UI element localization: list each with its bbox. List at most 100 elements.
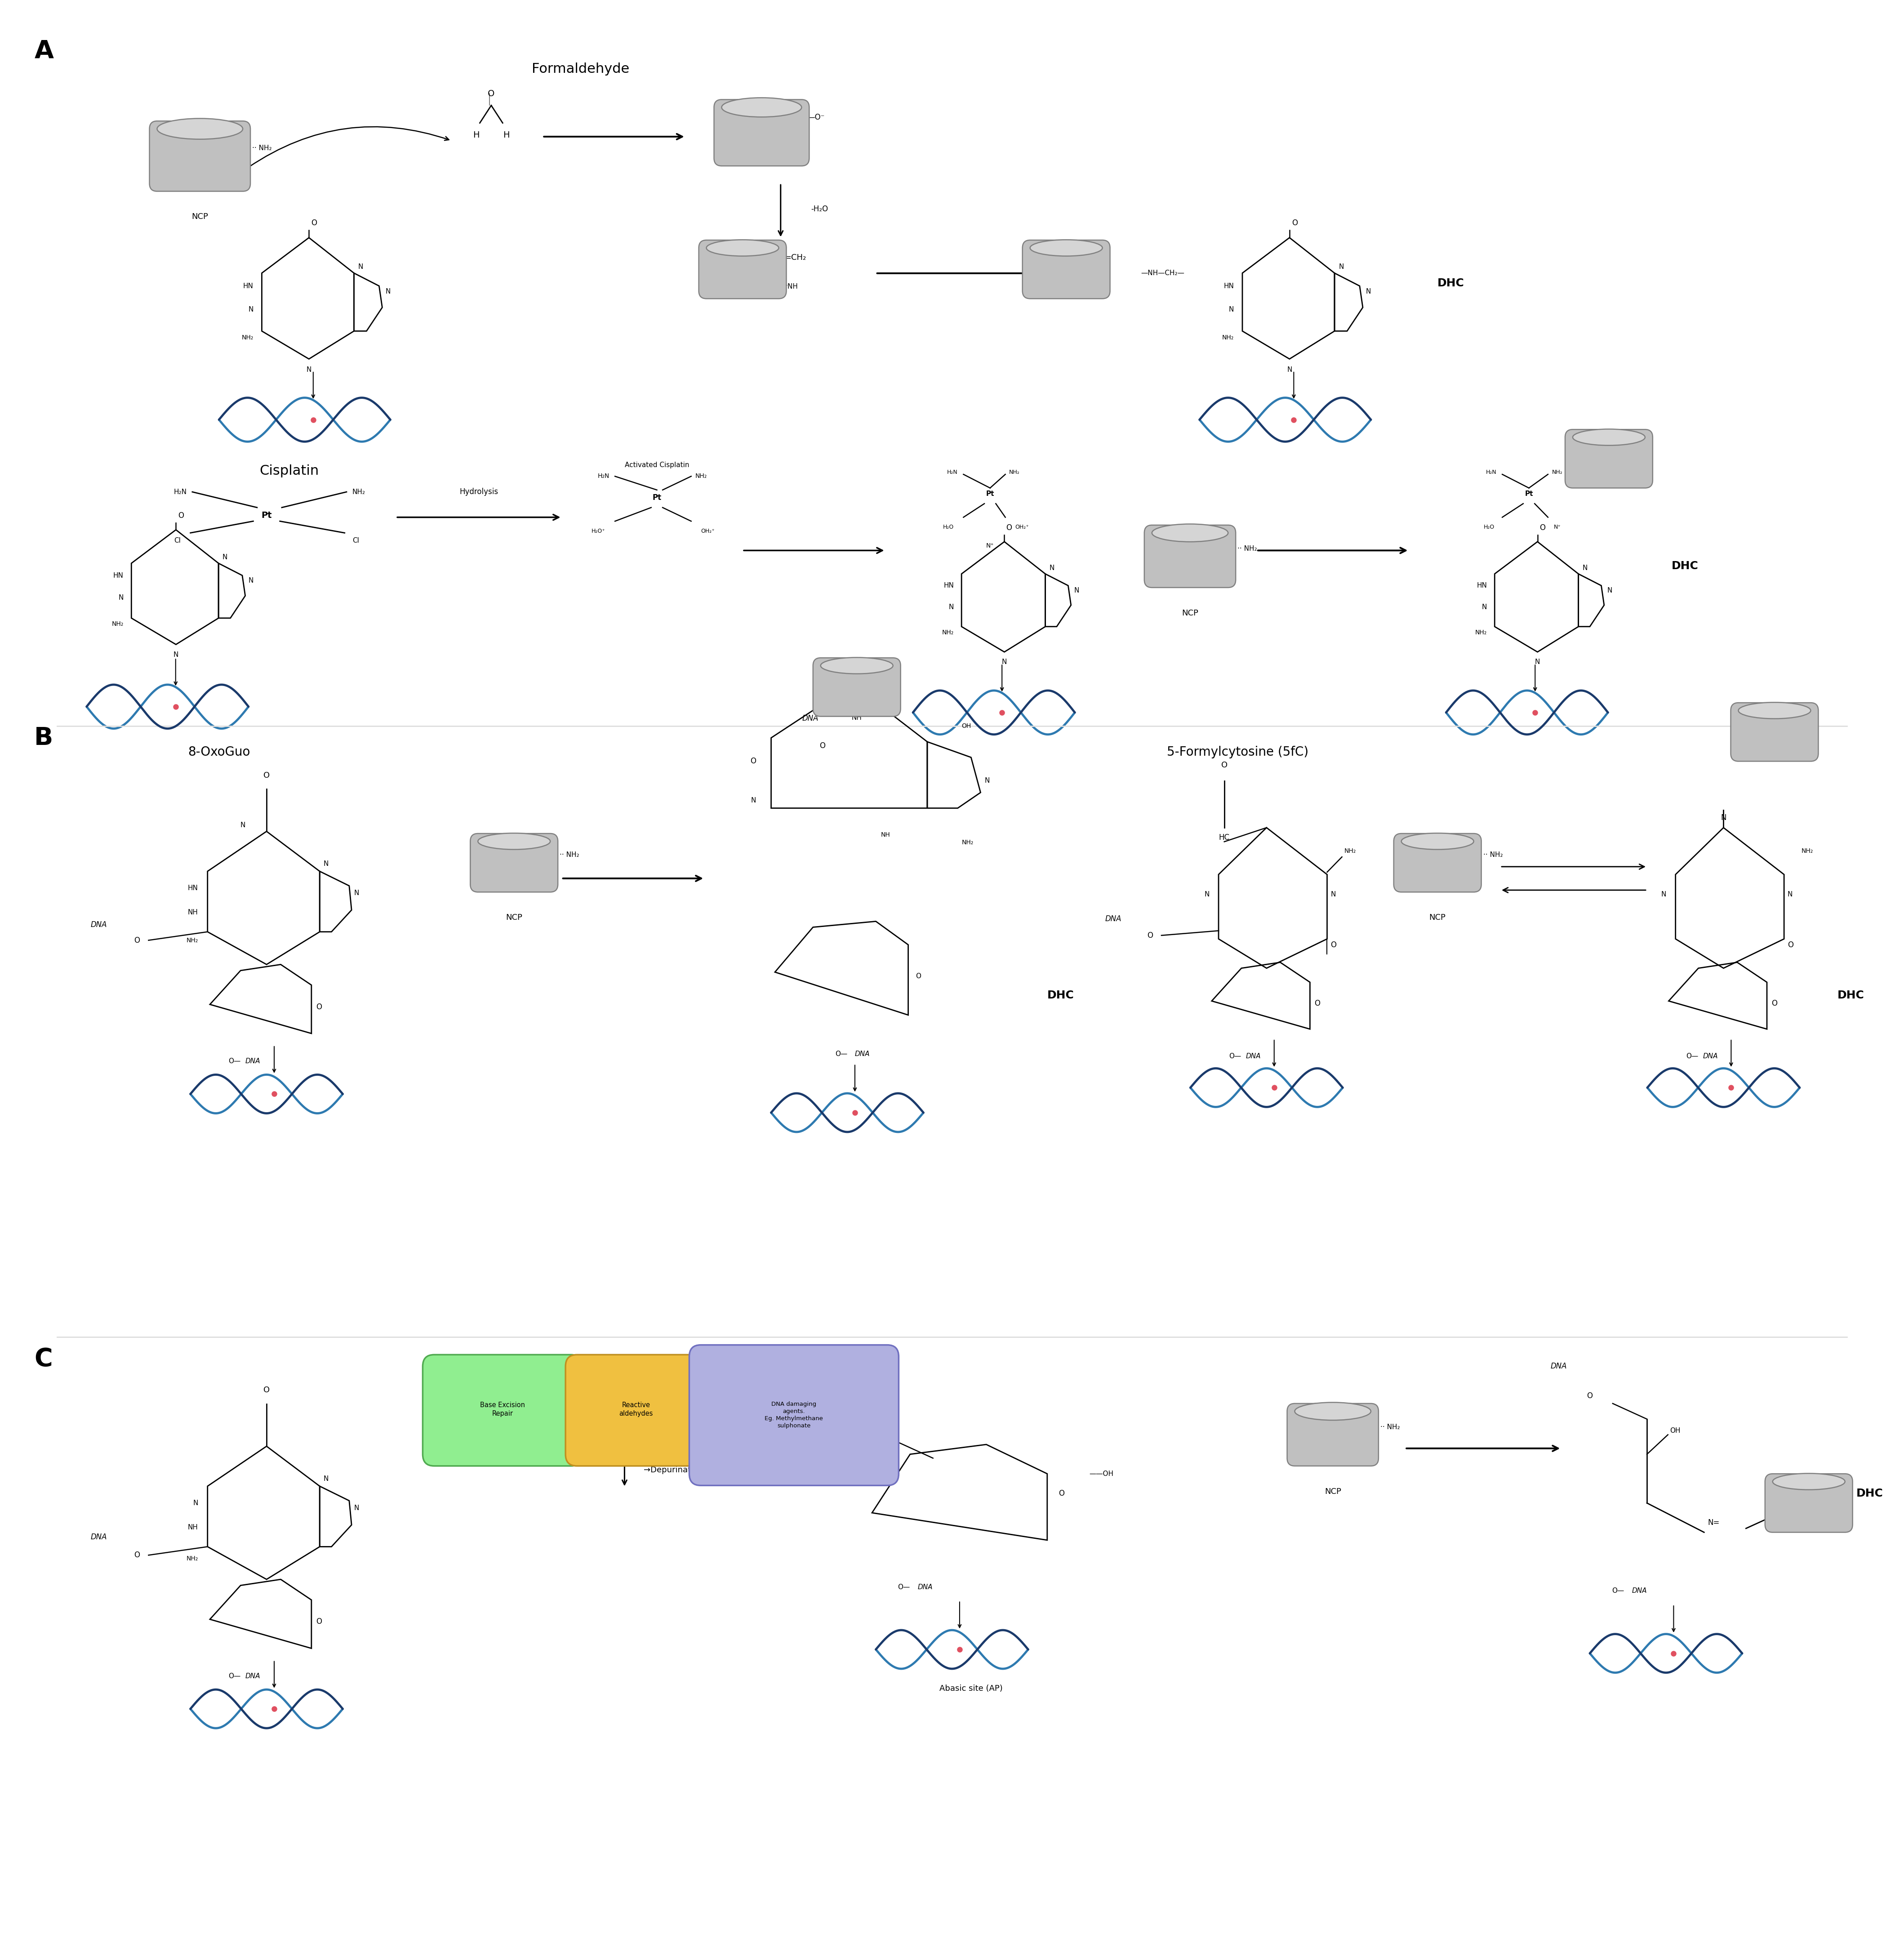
Text: O: O (1146, 931, 1154, 939)
FancyBboxPatch shape (423, 1355, 583, 1466)
Text: HC: HC (1219, 834, 1230, 841)
Text: NH₂: NH₂ (1344, 847, 1356, 855)
Text: N: N (240, 822, 246, 830)
Text: N: N (1074, 588, 1080, 593)
Text: =CH₂: =CH₂ (784, 254, 805, 262)
Text: NH₂: NH₂ (942, 629, 954, 636)
Text: —O⁻: —O⁻ (807, 113, 824, 121)
Text: N: N (1481, 603, 1487, 611)
Text: NH₂: NH₂ (112, 621, 124, 627)
Text: Cl: Cl (173, 537, 181, 545)
Text: O—: O— (228, 1673, 240, 1679)
Text: O: O (177, 511, 185, 519)
Text: O: O (316, 1618, 322, 1626)
FancyBboxPatch shape (565, 1355, 706, 1466)
Text: ·· NH₂: ·· NH₂ (1380, 1423, 1399, 1431)
Text: N⁺: N⁺ (986, 543, 994, 549)
Text: NH₂: NH₂ (187, 1556, 198, 1562)
Text: O: O (1771, 999, 1776, 1007)
Text: Pt: Pt (1525, 490, 1533, 498)
Text: DNA: DNA (1104, 915, 1121, 923)
Text: NCP: NCP (1430, 914, 1445, 921)
Text: Base Excision
Repair: Base Excision Repair (480, 1402, 526, 1417)
Ellipse shape (821, 658, 893, 673)
Text: N: N (1205, 890, 1209, 898)
Text: N: N (1339, 264, 1344, 269)
Text: HN: HN (1224, 283, 1234, 289)
Text: O: O (1220, 761, 1228, 769)
Text: NH₂: NH₂ (1222, 334, 1234, 342)
Text: -H₂O: -H₂O (811, 205, 828, 213)
Text: DNA: DNA (246, 1673, 261, 1679)
Ellipse shape (1573, 429, 1645, 445)
Text: HN: HN (244, 283, 253, 289)
Text: N: N (354, 1505, 360, 1511)
Text: N: N (1582, 564, 1588, 572)
Text: O: O (1538, 523, 1546, 531)
Text: Reactive
aldehydes: Reactive aldehydes (619, 1402, 653, 1417)
Text: O: O (316, 1003, 322, 1011)
Text: N: N (1331, 890, 1335, 898)
Text: ·· NH₂: ·· NH₂ (251, 144, 272, 152)
Text: O—: O— (228, 1058, 240, 1064)
FancyBboxPatch shape (1394, 834, 1481, 892)
Text: O: O (263, 771, 270, 779)
Text: N: N (1228, 306, 1234, 312)
Text: N: N (324, 1476, 327, 1482)
Text: DNA: DNA (1245, 1052, 1260, 1060)
Text: B: B (34, 726, 53, 750)
Text: DNA: DNA (1632, 1587, 1647, 1595)
Text: N: N (223, 554, 228, 560)
Text: O: O (133, 1552, 139, 1560)
Text: C: C (34, 1347, 53, 1370)
Text: O: O (263, 1386, 270, 1394)
Text: Abasic site (AP): Abasic site (AP) (939, 1685, 1003, 1692)
FancyBboxPatch shape (699, 240, 786, 299)
Text: H₂O: H₂O (942, 525, 954, 529)
Ellipse shape (156, 119, 242, 139)
Text: OH₂⁺: OH₂⁺ (701, 529, 714, 533)
Ellipse shape (1401, 834, 1474, 849)
Text: Pt: Pt (653, 494, 661, 502)
Text: 8-OxoGuo: 8-OxoGuo (188, 746, 249, 757)
Text: Hydrolysis: Hydrolysis (459, 488, 499, 496)
Text: O: O (133, 937, 139, 945)
Text: NH₂: NH₂ (187, 937, 198, 943)
Text: DNA: DNA (802, 714, 819, 722)
Text: O: O (1005, 523, 1013, 531)
Ellipse shape (1295, 1402, 1371, 1421)
Text: N: N (248, 578, 253, 584)
Text: N: N (984, 777, 990, 785)
Text: N: N (1002, 660, 1007, 666)
Text: H₂N: H₂N (946, 470, 958, 474)
Text: NH₂: NH₂ (962, 839, 973, 845)
Text: →Depurination: →Depurination (644, 1466, 703, 1474)
Text: 5-Formylcytosine (5fC): 5-Formylcytosine (5fC) (1167, 746, 1308, 757)
Text: N: N (173, 652, 179, 658)
Text: H: H (472, 131, 480, 139)
Text: ⁺NH₂: ⁺NH₂ (769, 156, 784, 162)
FancyBboxPatch shape (714, 100, 809, 166)
Text: OH: OH (962, 722, 971, 730)
Text: ·· NH₂: ·· NH₂ (1483, 851, 1502, 859)
Text: Formaldehyde: Formaldehyde (531, 62, 630, 76)
Text: O: O (1586, 1392, 1594, 1400)
Text: O: O (819, 742, 826, 750)
Text: DNA: DNA (246, 1058, 261, 1064)
Text: NH₂: NH₂ (1009, 470, 1021, 474)
Text: NCP: NCP (1325, 1487, 1340, 1495)
Text: ·· NH₂: ·· NH₂ (1238, 545, 1257, 552)
Text: O: O (916, 972, 922, 980)
Text: NH: NH (882, 832, 889, 837)
Text: ·· NH₂: ·· NH₂ (560, 851, 579, 859)
Text: N: N (1287, 367, 1293, 373)
Text: N: N (358, 264, 364, 269)
Text: NH₂: NH₂ (242, 334, 253, 342)
Text: NH₂: NH₂ (1801, 847, 1813, 855)
Ellipse shape (1773, 1474, 1845, 1489)
Text: O—: O— (1687, 1052, 1698, 1060)
FancyBboxPatch shape (813, 658, 901, 716)
Text: N: N (385, 289, 390, 295)
Text: Cisplatin: Cisplatin (259, 465, 320, 478)
Text: NH: NH (851, 714, 863, 720)
